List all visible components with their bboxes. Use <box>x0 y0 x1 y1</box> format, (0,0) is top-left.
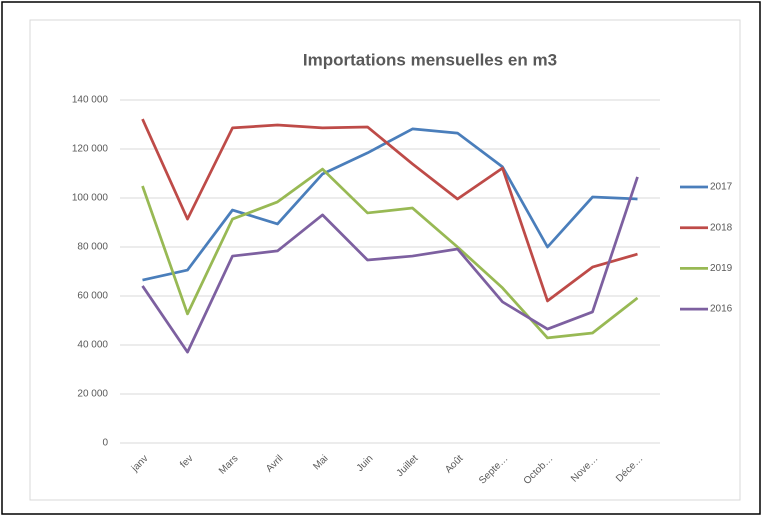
y-tick-label: 80 000 <box>77 242 108 253</box>
y-tick-label: 0 <box>102 438 108 449</box>
series-line <box>141 118 638 303</box>
chart-title: Importations mensuelles en m3 <box>303 50 557 69</box>
y-tick-label: 100 000 <box>72 193 109 204</box>
y-tick-label: 40 000 <box>77 340 108 351</box>
legend-label: 2016 <box>710 304 733 315</box>
series-line <box>141 176 639 354</box>
y-tick-label: 60 000 <box>77 291 108 302</box>
legend-label: 2018 <box>710 222 733 233</box>
series-line <box>141 167 639 340</box>
chart-area <box>29 19 741 501</box>
y-tick-label: 140 000 <box>72 95 109 106</box>
y-tick-label: 20 000 <box>77 389 108 400</box>
y-tick-label: 120 000 <box>72 144 109 155</box>
legend-label: 2019 <box>710 263 733 274</box>
series-line <box>142 127 638 282</box>
legend-label: 2017 <box>710 182 733 193</box>
